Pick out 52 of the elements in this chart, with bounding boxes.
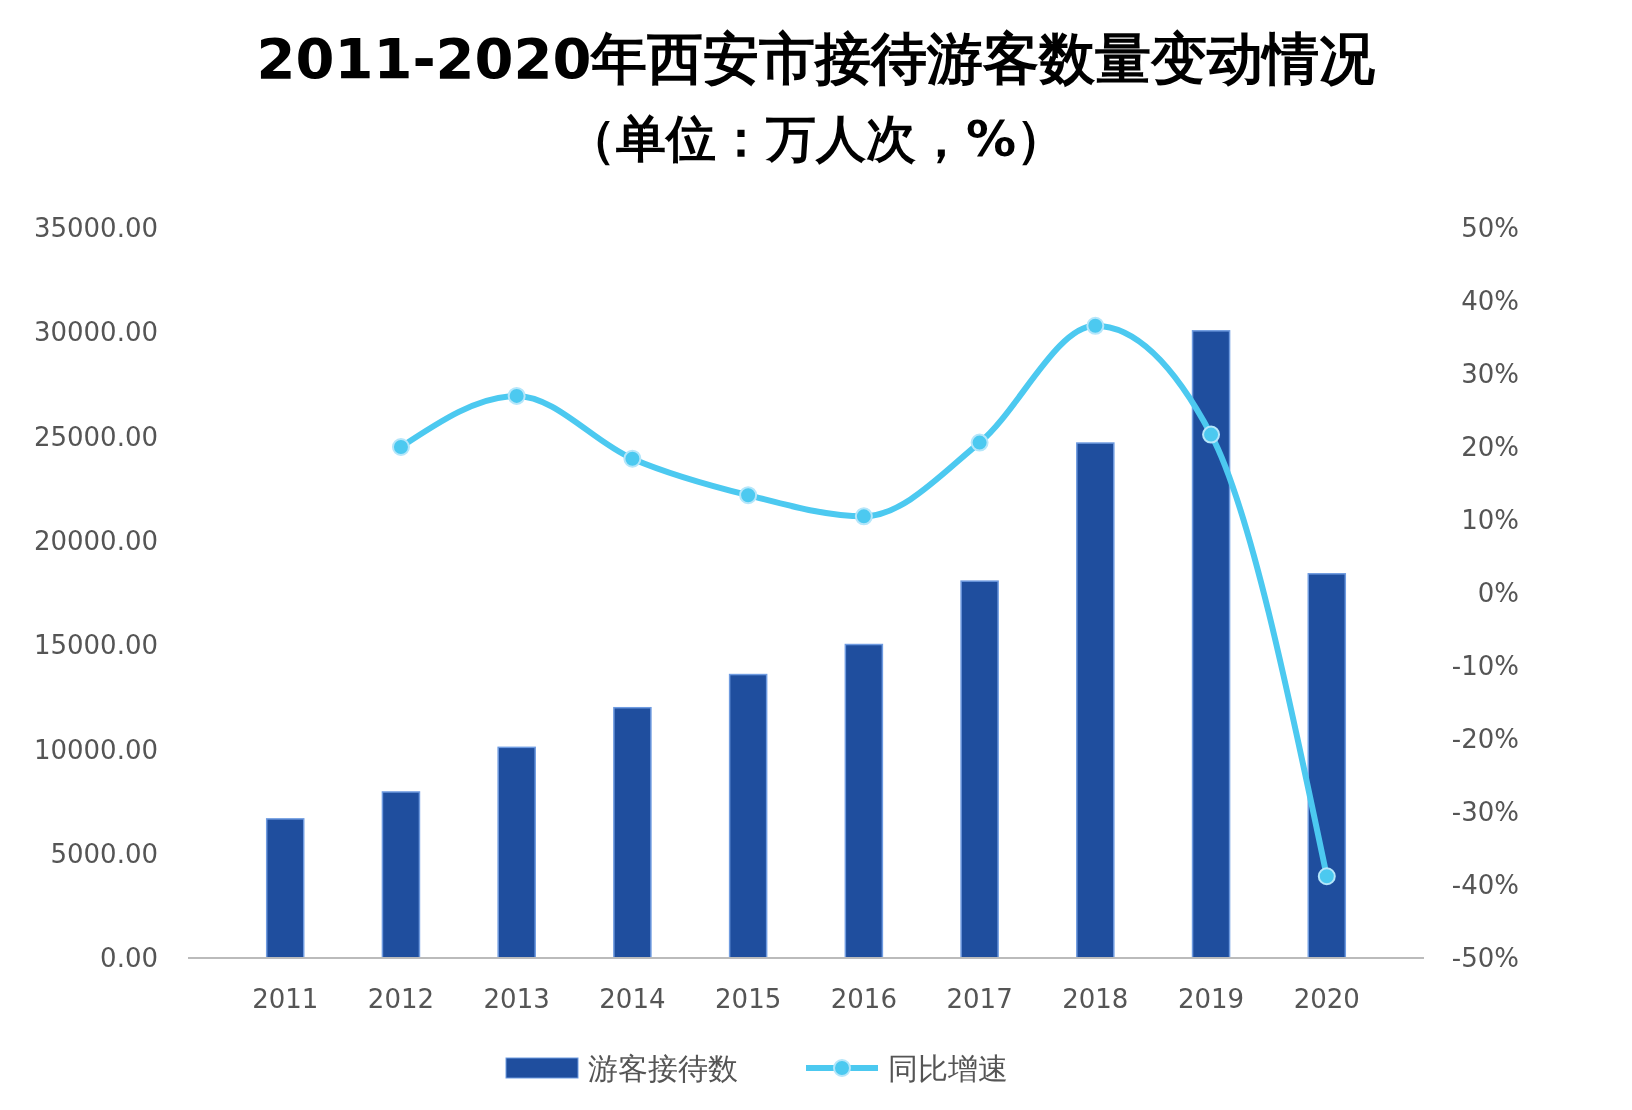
x-tick-label: 2014 xyxy=(599,984,666,1014)
y2-tick-label: 40% xyxy=(1461,286,1519,317)
legend-label: 游客接待数 xyxy=(588,1050,738,1086)
point xyxy=(507,386,526,405)
bar xyxy=(381,791,421,959)
point xyxy=(1317,867,1336,886)
y2-tick-label: -50% xyxy=(1451,943,1519,974)
y-tick-label: 10000.00 xyxy=(33,734,158,765)
bar xyxy=(844,643,884,959)
bar xyxy=(265,818,305,959)
bar xyxy=(497,746,536,959)
bar xyxy=(728,673,768,959)
x-tick-label: 2017 xyxy=(946,984,1013,1014)
x-tick-label: 2015 xyxy=(715,984,782,1014)
legend-label: 同比增速 xyxy=(888,1050,1008,1086)
y2-tick-label: 10% xyxy=(1461,505,1519,536)
point xyxy=(970,433,989,452)
y2-tick-label: -20% xyxy=(1451,724,1519,755)
x-tick-label: 2018 xyxy=(1062,984,1129,1014)
x-tick-label: 2019 xyxy=(1177,984,1245,1014)
y-tick-label: 30000.00 xyxy=(33,317,158,348)
point xyxy=(854,507,873,526)
y2-tick-label: -30% xyxy=(1451,797,1519,828)
x-tick-label: 2016 xyxy=(830,984,897,1014)
bar xyxy=(960,580,999,959)
y2-tick-label: 30% xyxy=(1461,359,1519,390)
y-tick-label: 5000.00 xyxy=(50,838,158,869)
x-tick-label: 2011 xyxy=(252,984,319,1014)
y2-tick-label: 0% xyxy=(1477,578,1519,609)
x-tick-label: 2012 xyxy=(367,984,435,1014)
bar xyxy=(613,706,652,959)
y2-tick-label: -40% xyxy=(1451,870,1519,901)
y2-tick-label: 20% xyxy=(1461,432,1519,463)
point xyxy=(739,486,758,505)
chart-subtitle: （单位：万人次，%） xyxy=(565,110,1067,168)
y-tick-label: 0.00 xyxy=(100,943,158,974)
point xyxy=(1086,316,1105,335)
y-tick-label: 15000.00 xyxy=(33,630,158,661)
bar xyxy=(1076,442,1115,959)
bar xyxy=(1307,573,1347,959)
y-tick-label: 25000.00 xyxy=(33,421,158,452)
y-tick-label: 20000.00 xyxy=(33,525,158,556)
y2-tick-label: 50% xyxy=(1461,213,1519,244)
point xyxy=(1202,425,1221,444)
x-tick-label: 2020 xyxy=(1293,984,1360,1014)
bar xyxy=(1191,330,1231,959)
point xyxy=(623,449,642,468)
y-tick-label: 35000.00 xyxy=(33,213,158,244)
point xyxy=(391,438,410,456)
chart-title: 2011-2020年西安市接待游客数量变动情况 xyxy=(256,26,1376,91)
x-tick-label: 2013 xyxy=(483,984,550,1014)
y2-tick-label: -10% xyxy=(1451,651,1519,682)
